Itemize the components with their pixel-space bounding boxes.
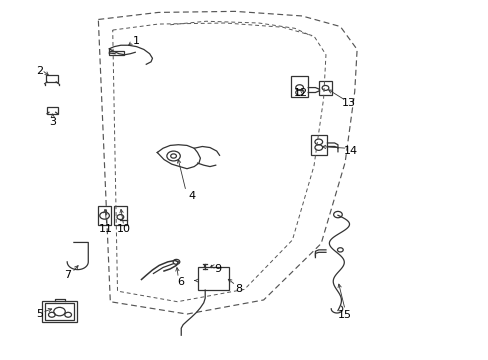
Text: 7: 7 (63, 270, 71, 280)
Bar (114, 206, 126, 225)
Text: 14: 14 (343, 146, 357, 156)
Text: 6: 6 (177, 277, 184, 287)
Bar (197, 267, 228, 290)
Text: 9: 9 (214, 264, 221, 274)
Text: 2: 2 (36, 66, 43, 76)
Text: 3: 3 (49, 117, 56, 127)
Bar (44, 303, 74, 320)
Text: 4: 4 (188, 191, 195, 201)
Bar (318, 81, 331, 95)
Text: 10: 10 (117, 224, 130, 234)
Bar (291, 76, 307, 97)
Bar (42, 301, 77, 322)
Text: 8: 8 (235, 284, 242, 294)
Text: 12: 12 (293, 87, 307, 98)
Bar (98, 206, 111, 225)
Text: 13: 13 (341, 98, 355, 108)
Bar (310, 135, 327, 154)
Text: 1: 1 (133, 36, 140, 46)
Bar (45, 75, 58, 82)
Bar (47, 107, 58, 114)
Text: 15: 15 (337, 310, 351, 320)
Text: 5: 5 (36, 309, 43, 319)
Text: 11: 11 (98, 224, 112, 234)
